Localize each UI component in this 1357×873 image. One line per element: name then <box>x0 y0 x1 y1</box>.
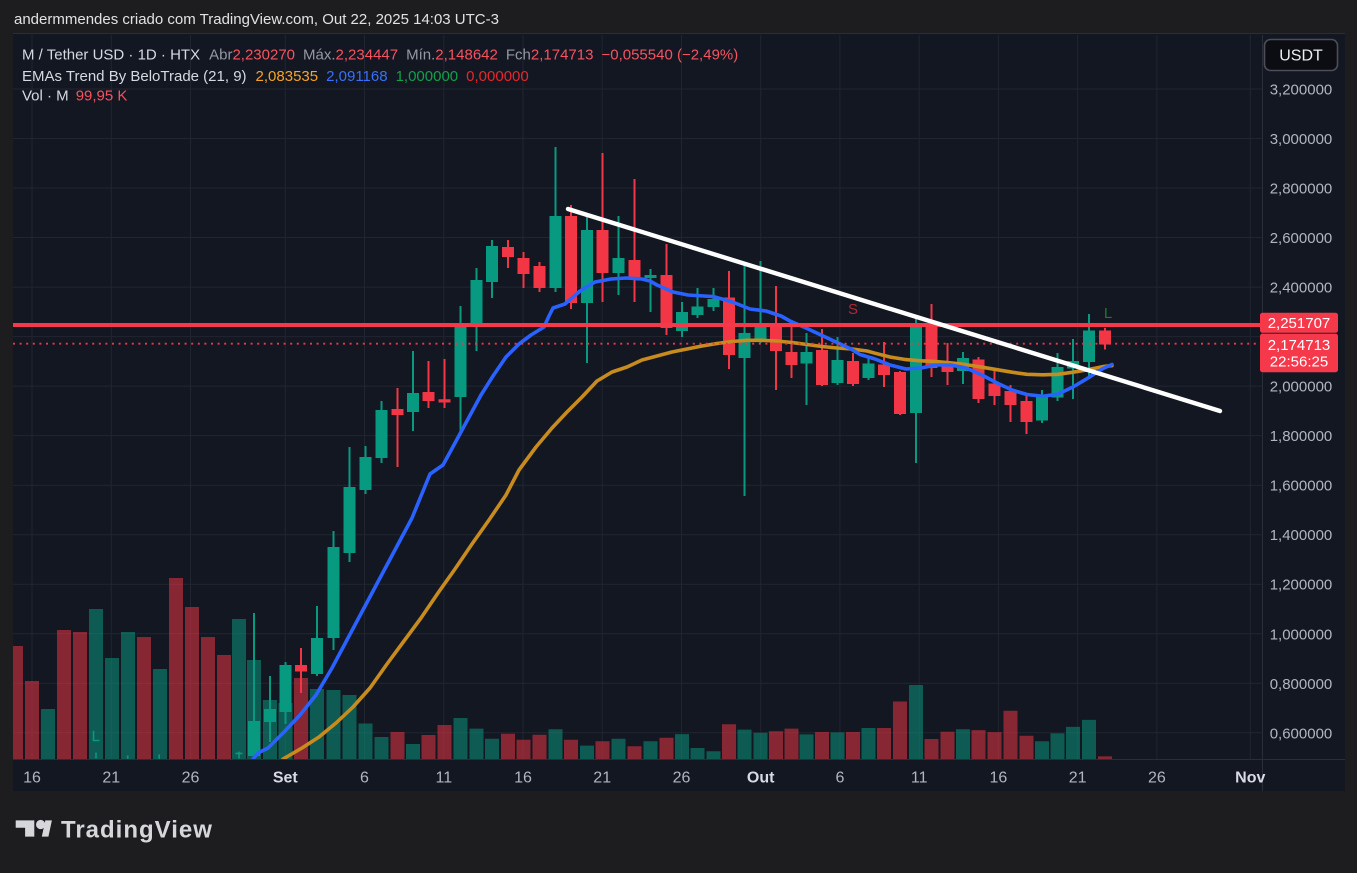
svg-text:Nov: Nov <box>1235 770 1265 787</box>
svg-text:EMAs Trend By BeloTrade (21, 9: EMAs Trend By BeloTrade (21, 9) 2,083535 2… <box>22 68 529 85</box>
svg-text:0,800000: 0,800000 <box>1270 676 1333 693</box>
svg-text:3,200000: 3,200000 <box>1270 82 1333 99</box>
svg-text:2,800000: 2,800000 <box>1270 181 1333 198</box>
svg-text:11: 11 <box>435 770 452 787</box>
svg-text:22:56:25: 22:56:25 <box>1270 353 1328 370</box>
svg-text:16: 16 <box>990 770 1008 787</box>
svg-text:1,800000: 1,800000 <box>1270 428 1333 445</box>
svg-text:USDT: USDT <box>1279 48 1323 65</box>
svg-text:2,600000: 2,600000 <box>1270 230 1333 247</box>
svg-text:21: 21 <box>1069 770 1087 787</box>
svg-text:6: 6 <box>835 770 844 787</box>
svg-text:3,000000: 3,000000 <box>1270 131 1333 148</box>
svg-text:1,200000: 1,200000 <box>1270 577 1333 594</box>
svg-text:16: 16 <box>514 770 532 787</box>
svg-text:Set: Set <box>273 770 299 787</box>
svg-text:1,400000: 1,400000 <box>1270 527 1333 544</box>
svg-text:TradingView: TradingView <box>61 817 213 844</box>
svg-text:Out: Out <box>747 770 775 787</box>
svg-text:6: 6 <box>360 770 369 787</box>
svg-text:L: L <box>1104 305 1112 322</box>
svg-text:2,251707: 2,251707 <box>1268 315 1331 332</box>
svg-text:Vol · M99,95 K: Vol · M 99,95 K <box>22 88 127 105</box>
svg-text:26: 26 <box>182 770 200 787</box>
svg-text:26: 26 <box>673 770 691 787</box>
svg-text:1,000000: 1,000000 <box>1270 626 1333 643</box>
svg-text:11: 11 <box>911 770 928 787</box>
svg-text:2,000000: 2,000000 <box>1270 379 1333 396</box>
svg-text:2,174713: 2,174713 <box>1268 337 1331 354</box>
svg-text:16: 16 <box>23 770 41 787</box>
svg-text:0,600000: 0,600000 <box>1270 725 1333 742</box>
svg-text:26: 26 <box>1148 770 1166 787</box>
svg-text:S: S <box>848 301 858 318</box>
svg-text:2,400000: 2,400000 <box>1270 280 1333 297</box>
svg-text:21: 21 <box>593 770 611 787</box>
svg-text:1,600000: 1,600000 <box>1270 478 1333 495</box>
svg-text:21: 21 <box>102 770 120 787</box>
